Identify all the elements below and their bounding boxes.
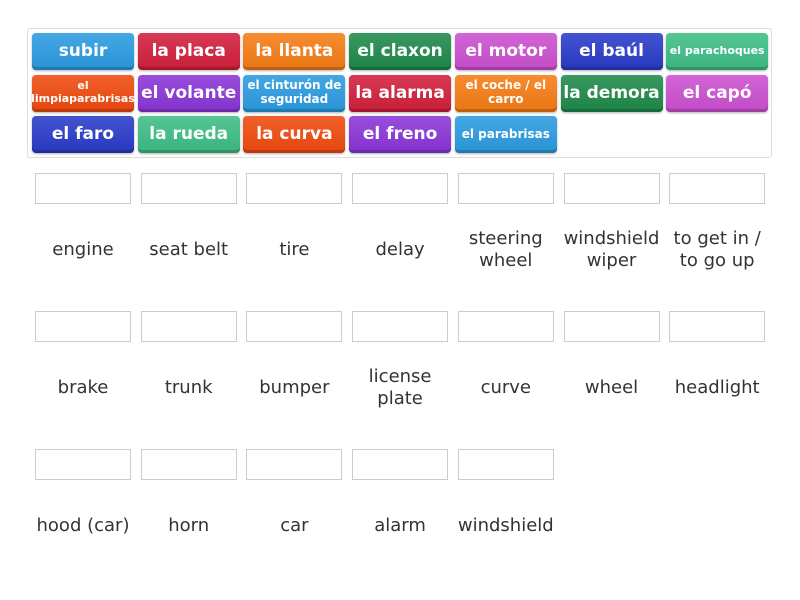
target-label: car — [280, 515, 309, 536]
target-label: to get in / to go up — [673, 228, 761, 271]
target-label: horn — [168, 515, 210, 536]
drop-zone[interactable] — [352, 311, 449, 342]
draggable-tile[interactable]: el claxon — [349, 33, 452, 70]
drop-zone[interactable] — [246, 311, 343, 342]
target-label: delay — [375, 239, 425, 260]
draggable-tile[interactable]: el baúl — [560, 33, 663, 70]
drop-zone[interactable] — [140, 311, 237, 342]
target-label: steering wheel — [468, 228, 543, 271]
target-label: curve — [480, 377, 532, 398]
target-label: hood (car) — [36, 515, 130, 536]
drop-zone[interactable] — [457, 311, 554, 342]
drop-zone[interactable] — [563, 173, 660, 204]
target-label: alarm — [374, 515, 426, 536]
drop-zone[interactable] — [246, 449, 343, 480]
drop-zone[interactable] — [457, 173, 554, 204]
drop-zone[interactable] — [35, 173, 131, 204]
target-label: seat belt — [149, 239, 229, 260]
drop-zone[interactable] — [140, 173, 237, 204]
target-label: windshield wiper — [563, 228, 660, 271]
draggable-tile[interactable]: la llanta — [243, 33, 346, 70]
draggable-tile[interactable]: el freno — [349, 116, 452, 153]
draggable-tile[interactable]: el coche / el carro — [454, 74, 557, 112]
draggable-tile[interactable]: el parachoques — [666, 33, 769, 70]
target-label: trunk — [164, 377, 213, 398]
draggable-tile[interactable]: el motor — [454, 33, 557, 70]
drop-zone[interactable] — [669, 311, 766, 342]
target-label: headlight — [674, 377, 760, 398]
drop-zone[interactable] — [35, 311, 131, 342]
drop-zone[interactable] — [563, 311, 660, 342]
draggable-tile[interactable]: la placa — [137, 33, 240, 70]
draggable-tile[interactable]: subir — [32, 33, 134, 70]
draggable-tile[interactable]: el parabrisas — [454, 116, 557, 153]
target-label: license plate — [368, 366, 432, 409]
target-label: brake — [57, 377, 109, 398]
draggable-tile[interactable]: la curva — [243, 116, 346, 153]
drop-zone[interactable] — [35, 449, 131, 480]
draggable-tile[interactable]: la demora — [560, 74, 663, 112]
draggable-tile[interactable]: el limpiaparabrisas — [31, 74, 135, 112]
target-label: bumper — [259, 377, 330, 398]
target-label: engine — [52, 239, 114, 260]
target-label: windshield — [457, 515, 554, 536]
draggable-tile[interactable]: el cinturón de seguridad — [243, 74, 346, 112]
draggable-tile[interactable]: el volante — [137, 74, 240, 112]
draggable-tile[interactable]: el faro — [32, 116, 134, 153]
target-label: tire — [279, 239, 310, 260]
draggable-tile[interactable]: el capó — [666, 74, 769, 112]
word-bank — [27, 28, 772, 158]
draggable-tile[interactable]: la rueda — [137, 116, 240, 153]
drop-zone[interactable] — [457, 449, 554, 480]
drop-zone[interactable] — [352, 449, 449, 480]
drop-zone[interactable] — [246, 173, 343, 204]
drop-zone[interactable] — [669, 173, 766, 204]
target-label: wheel — [584, 377, 639, 398]
drop-zone[interactable] — [352, 173, 449, 204]
draggable-tile[interactable]: la alarma — [349, 74, 452, 112]
drop-zone[interactable] — [140, 449, 237, 480]
